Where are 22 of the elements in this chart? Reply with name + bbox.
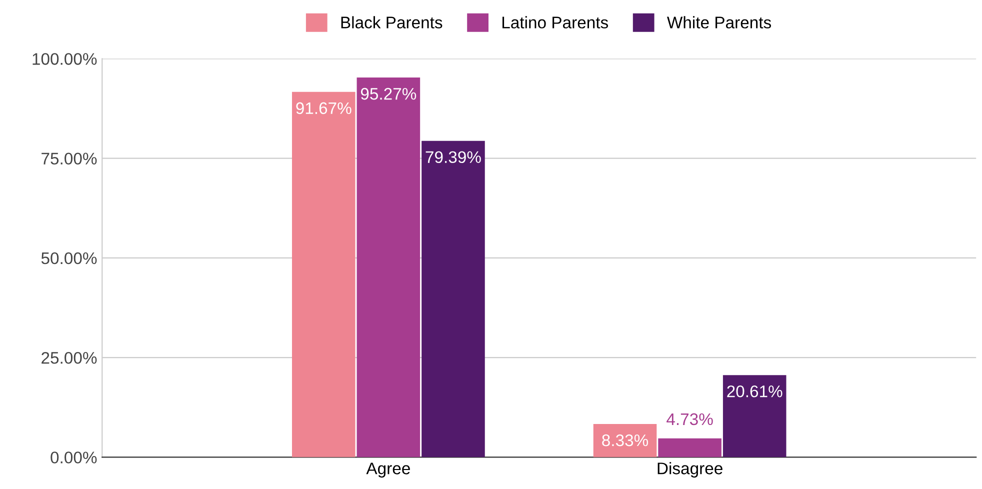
- bar: [722, 375, 786, 458]
- x-tick-label: Disagree: [658, 462, 722, 478]
- data-label: 95.27%: [360, 88, 416, 100]
- bar: [593, 424, 657, 458]
- bar: [356, 78, 420, 458]
- data-label: 20.61%: [727, 385, 782, 398]
- y-tick-label: 0.00%: [50, 452, 97, 464]
- legend-label: Latino Parents: [502, 16, 608, 28]
- y-tick-label: 25.00%: [42, 352, 97, 364]
- y-tick-label: 50.00%: [41, 252, 97, 264]
- data-label: 91.67%: [296, 102, 352, 114]
- bar: [422, 140, 485, 458]
- data-label: 8.33%: [602, 434, 648, 446]
- y-tick-label: 100.00%: [32, 53, 97, 65]
- y-tick-label: 75.00%: [42, 152, 97, 165]
- bar: [658, 438, 722, 458]
- x-tick-label: Agree: [366, 462, 410, 478]
- bar: [292, 92, 356, 458]
- legend-label: Black Parents: [341, 16, 442, 28]
- legend-label: White Parents: [667, 16, 771, 28]
- data-label: 4.73%: [666, 413, 713, 426]
- data-label: 79.39%: [426, 151, 481, 164]
